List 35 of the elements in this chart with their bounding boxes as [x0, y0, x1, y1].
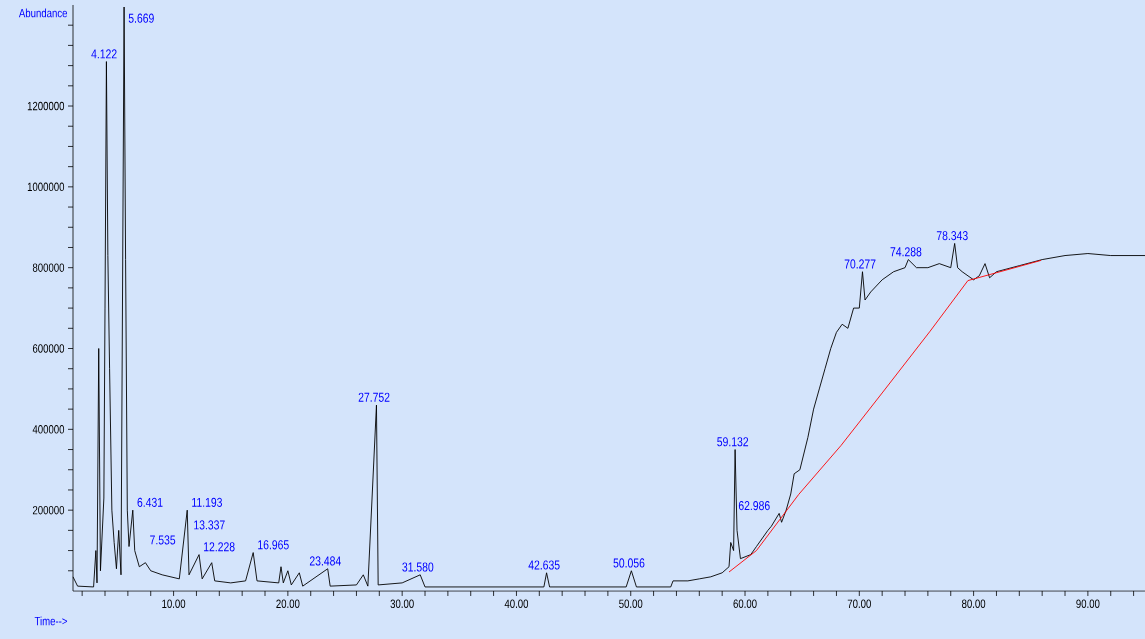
y-tick-label: 800000: [32, 263, 65, 272]
x-tick-label: 10.00: [162, 599, 186, 609]
annotation: 5.669: [128, 13, 154, 23]
annotation: 4.122: [91, 49, 117, 59]
annotation: 13.337: [194, 520, 225, 530]
annotation: 31.580: [402, 562, 434, 572]
y-axis-title: Abundance: [18, 8, 68, 18]
annotation: 6.431: [137, 497, 163, 507]
annotation: 74.288: [890, 247, 922, 257]
x-tick-label: 60.00: [733, 599, 757, 609]
x-tick-label: 50.00: [619, 599, 643, 609]
annotation: 16.965: [258, 540, 289, 550]
x-tick-label: 40.00: [504, 599, 529, 609]
x-tick-label: 30.00: [390, 599, 414, 609]
annotation: 42.635: [528, 560, 560, 570]
y-tick-label: 600000: [32, 344, 65, 353]
x-axis-title: Time-->: [34, 616, 68, 626]
y-tick-label: 400000: [32, 425, 65, 434]
annotation: 23.484: [309, 556, 341, 566]
x-tick-label: 20.00: [276, 599, 300, 609]
annotation: 7.535: [150, 535, 176, 545]
annotation: 27.752: [358, 392, 390, 402]
annotation: 59.132: [717, 437, 749, 447]
annotation: 12.228: [204, 542, 235, 552]
annotation: 11.193: [192, 497, 222, 507]
y-tick-label: 1000000: [27, 182, 65, 192]
annotation: 70.277: [844, 259, 876, 269]
annotation: 62.986: [738, 500, 770, 511]
x-tick-label: 70.00: [847, 599, 871, 609]
annotation: 50.056: [613, 558, 645, 568]
y-tick-label: 200000: [32, 505, 65, 515]
x-tick-label: 90.00: [1076, 599, 1100, 609]
annotation: 78.343: [936, 231, 968, 241]
y-tick-label: 1200000: [27, 101, 65, 111]
x-tick-label: 80.00: [962, 599, 986, 609]
